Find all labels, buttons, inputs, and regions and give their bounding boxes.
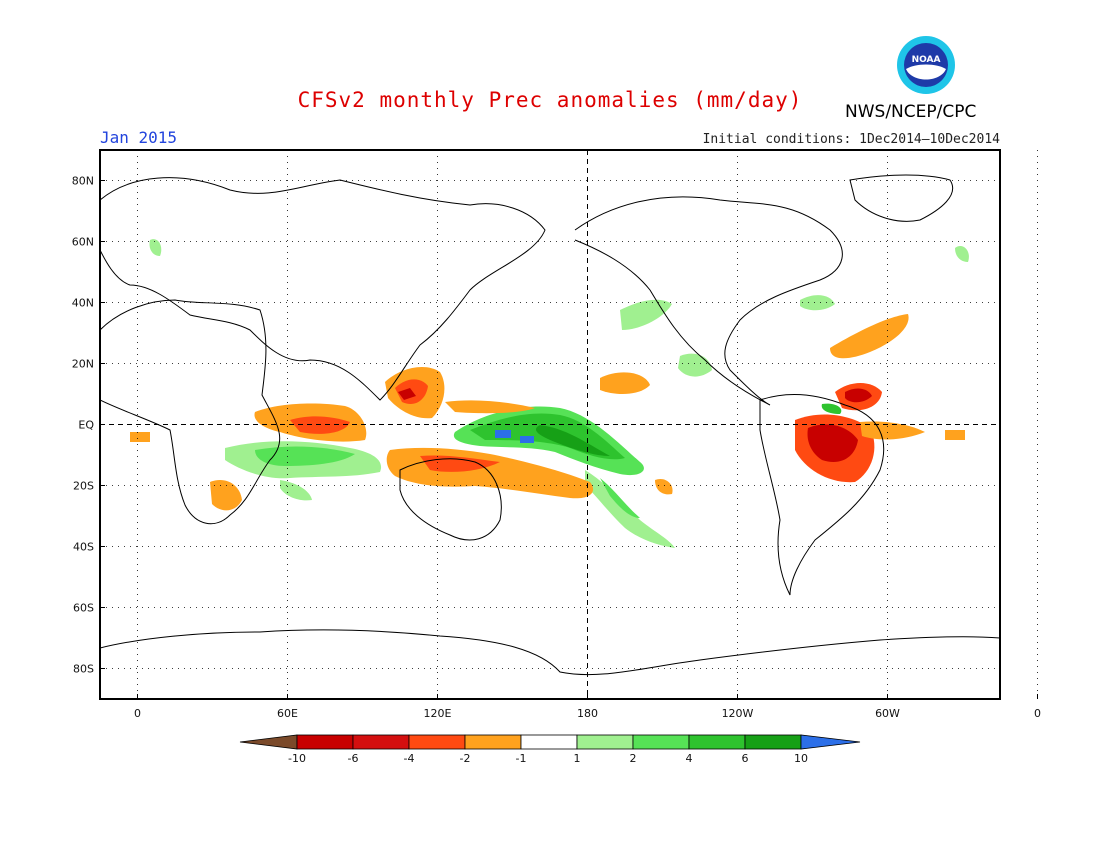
graticule: [100, 150, 1038, 699]
colorbar-box: [576, 734, 634, 750]
lat-label: 40S: [73, 541, 94, 554]
lat-label: 20N: [72, 358, 94, 371]
lat-labels: 80N 60N 40N 20N EQ 20S 40S 60S 80S: [72, 175, 105, 676]
lat-label: 80S: [73, 663, 94, 676]
lon-label: 120E: [424, 707, 452, 720]
colorbar-label: 6: [742, 752, 749, 765]
colorbar-label: 4: [686, 752, 693, 765]
colorbar-label: -6: [348, 752, 359, 765]
lat-label: 60N: [72, 236, 94, 249]
colorbar-label: -10: [288, 752, 306, 765]
colorbar-box: [352, 734, 410, 750]
lon-label: 180: [577, 707, 598, 720]
colorbar-label: -1: [516, 752, 527, 765]
colorbar-box: [296, 734, 354, 750]
lon-label: 120W: [722, 707, 754, 720]
lat-label: 80N: [72, 175, 94, 188]
lon-label: 60W: [875, 707, 900, 720]
eurasia-outline: [100, 177, 546, 401]
antarctica-outline: [100, 629, 1000, 676]
colorbar-label: 1: [574, 752, 581, 765]
colorbar-max-arrow: [800, 734, 861, 750]
forecast-month: Jan 2015: [100, 128, 178, 147]
colorbar-box: [520, 734, 578, 750]
lat-label: EQ: [78, 419, 94, 432]
colorbar-box: [744, 734, 802, 750]
colorbar-label: -4: [404, 752, 415, 765]
colorbar-label: 2: [630, 752, 637, 765]
agency-label: NWS/NCEP/CPC: [845, 102, 977, 122]
africa-outline: [100, 299, 281, 525]
colorbar-label: -2: [460, 752, 471, 765]
page-title: CFSv2 monthly Prec anomalies (mm/day): [297, 88, 803, 112]
initial-conditions: Initial conditions: 1Dec2014–10Dec2014: [702, 132, 1000, 147]
colorbar-label: 10: [794, 752, 808, 765]
colorbar-box: [408, 734, 466, 750]
lon-labels: 0 60E 120E 180 120W 60W 0: [134, 694, 1041, 720]
lon-label: 0: [1034, 707, 1041, 720]
lat-label: 20S: [73, 480, 94, 493]
anomaly-shading: [130, 239, 969, 548]
lon-label: 0: [134, 707, 141, 720]
color-bar: -10 -6 -4 -2 -1 1 2 4 6 10: [239, 734, 861, 765]
colorbar-box: [464, 734, 522, 750]
coastlines: [100, 174, 1000, 676]
lat-label: 40N: [72, 297, 94, 310]
colorbar-box: [632, 734, 690, 750]
south-america-outline: [759, 394, 885, 596]
lat-label: 60S: [73, 602, 94, 615]
north-america-outline: [574, 196, 843, 406]
lon-label: 60E: [277, 707, 298, 720]
greenland-outline: [849, 174, 954, 222]
colorbar-box: [688, 734, 746, 750]
noaa-logo: NOAA: [897, 36, 955, 94]
noaa-logo-text: NOAA: [912, 55, 941, 65]
australia-outline: [399, 458, 502, 541]
colorbar-min-arrow: [239, 734, 298, 750]
